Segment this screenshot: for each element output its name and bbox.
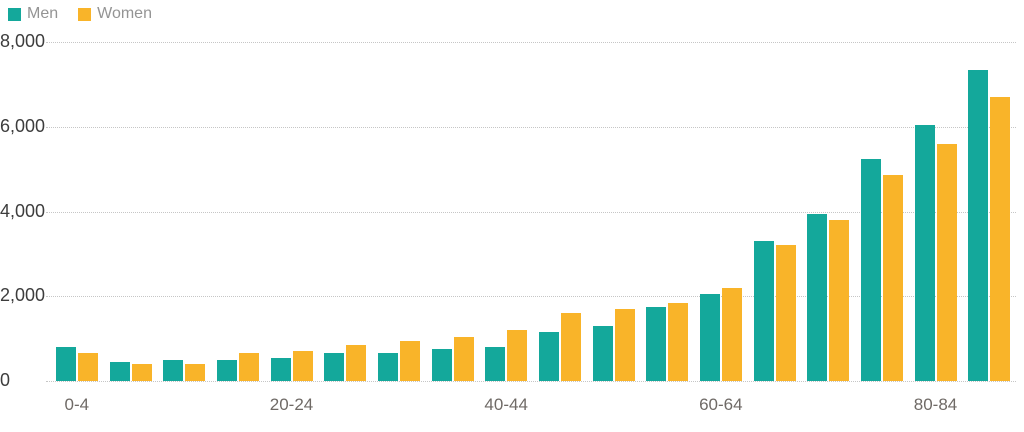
men-color-swatch	[8, 7, 21, 21]
bar-women-35-39	[453, 336, 474, 381]
bar-women-45-49	[560, 313, 581, 381]
bar-men-0-4	[55, 347, 76, 381]
gridline	[46, 211, 1016, 213]
bar-men-75-79	[860, 158, 881, 381]
bar-men-50-54	[592, 325, 613, 381]
bar-women-5-9	[131, 364, 152, 381]
y-axis-tick-label: 8,000	[0, 31, 46, 52]
bar-men-35-39	[431, 349, 452, 381]
x-axis-tick-label: 60-64	[699, 395, 743, 414]
gridline	[46, 296, 1016, 298]
bar-women-50-54	[614, 308, 635, 381]
bar-women-85+	[990, 97, 1011, 381]
bar-men-40-44	[485, 347, 506, 381]
legend: Men Women	[8, 5, 152, 23]
bar-men-30-34	[377, 353, 398, 381]
bar-women-40-44	[507, 330, 528, 381]
bar-women-55-59	[668, 302, 689, 381]
bar-women-25-29	[346, 344, 367, 381]
bar-women-10-14	[185, 364, 206, 381]
bar-men-85+	[968, 69, 989, 381]
bar-men-5-9	[109, 361, 130, 381]
bar-men-65-69	[753, 241, 774, 381]
legend-item-women: Women	[78, 5, 152, 23]
x-axis-tick-label: 20-24	[269, 395, 314, 414]
bar-men-55-59	[646, 306, 667, 381]
legend-label-women: Women	[97, 5, 152, 22]
gridline	[46, 42, 1016, 43]
bar-women-70-74	[829, 219, 850, 381]
x-axis-tick-label: 0-4	[64, 395, 90, 414]
bar-men-15-19	[216, 359, 237, 381]
bar-men-25-29	[324, 353, 345, 381]
bar-women-65-69	[775, 245, 796, 381]
bar-men-70-74	[807, 213, 828, 381]
legend-item-men: Men	[8, 5, 58, 23]
bar-women-0-4	[77, 353, 98, 381]
bar-men-60-64	[699, 294, 720, 381]
bar-men-10-14	[163, 359, 184, 381]
bar-men-45-49	[538, 332, 559, 381]
y-axis-tick-label: 2,000	[0, 285, 46, 306]
x-axis-tick-label: 80-84	[913, 395, 958, 414]
x-axis-tick-label: 40-44	[484, 395, 528, 414]
legend-label-men: Men	[27, 5, 59, 22]
women-color-swatch	[78, 7, 92, 21]
bar-women-20-24	[292, 351, 313, 381]
y-axis-tick-label: 0	[0, 370, 11, 391]
plot-area	[46, 42, 1016, 382]
bar-women-30-34	[399, 340, 420, 381]
gridline	[46, 126, 1016, 128]
gridline	[46, 381, 1016, 382]
bar-women-60-64	[721, 287, 742, 381]
bar-men-80-84	[914, 124, 935, 381]
bar-women-80-84	[936, 143, 957, 381]
bar-women-75-79	[882, 175, 903, 381]
y-axis-tick-label: 6,000	[0, 115, 46, 136]
y-axis-tick-label: 4,000	[0, 200, 46, 221]
bar-women-15-19	[238, 353, 259, 381]
bar-men-20-24	[270, 357, 291, 381]
